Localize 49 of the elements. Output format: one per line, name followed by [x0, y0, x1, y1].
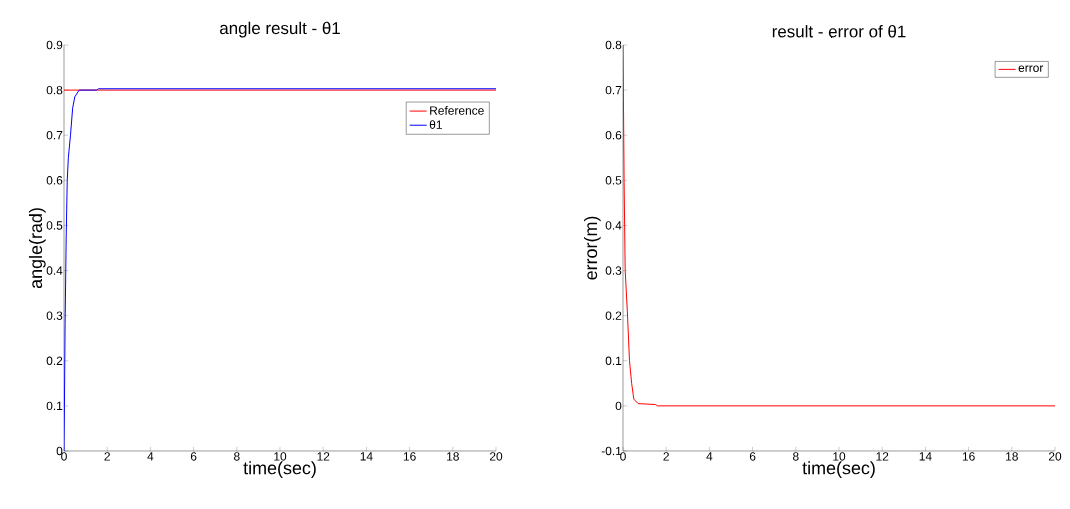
y-tick-label: 0.2 [46, 356, 63, 365]
y-tick-label: 0.1 [605, 356, 622, 365]
chart-title: result - error of θ1 [772, 25, 906, 38]
x-tick-label: 8 [234, 452, 240, 461]
y-tick-label: 0.2 [605, 311, 622, 320]
y-tick-label: 0.8 [605, 40, 622, 50]
y-axis-title: angle(rad) [28, 208, 46, 289]
y-tick-label: 0.4 [605, 221, 622, 230]
y-tick-label: 0.6 [46, 176, 63, 185]
x-tick-label: 8 [793, 452, 799, 461]
legend-label: θ1 [429, 120, 442, 129]
x-tick-label: 20 [1048, 452, 1062, 461]
y-tick-label: -0.1 [601, 446, 622, 456]
y-tick-label: 0.3 [46, 311, 63, 320]
x-tick-label: 18 [1006, 452, 1018, 461]
x-tick-label: 12 [317, 452, 330, 461]
x-tick-label: 18 [447, 452, 459, 461]
x-tick-label: 12 [876, 452, 889, 461]
x-tick-label: 10 [833, 452, 846, 461]
y-axis-title: error(m) [583, 216, 601, 280]
y-tick-label: 0.5 [605, 176, 622, 185]
x-tick-label: 2 [104, 452, 110, 461]
x-axis-title: time(sec) [802, 461, 875, 478]
x-tick-label: 14 [360, 452, 373, 461]
x-tick-label: 10 [274, 452, 287, 461]
x-tick-label: 14 [919, 452, 932, 461]
x-tick-label: 6 [749, 452, 756, 461]
y-tick-label: 0.9 [46, 40, 63, 50]
legend-label: Reference [430, 106, 484, 115]
y-tick-label: 0 [615, 401, 622, 411]
y-tick-label: 0.1 [46, 401, 63, 411]
y-tick-label: 0.4 [46, 266, 63, 275]
legend-label: error [1018, 65, 1044, 72]
chart-title: angle result - θ1 [220, 21, 340, 38]
y-tick-label: 0.5 [46, 221, 63, 230]
x-tick-label: 4 [147, 452, 154, 461]
x-axis-title: time(sec) [243, 461, 316, 478]
y-tick-label: 0.8 [46, 85, 63, 95]
x-tick-label: 6 [190, 452, 197, 461]
x-tick-label: 2 [663, 452, 669, 461]
y-tick-label: 0.7 [605, 85, 622, 95]
x-tick-label: 16 [403, 452, 416, 461]
y-tick-label: 0.7 [46, 130, 63, 140]
line-series [623, 45, 1056, 407]
y-tick-label: 0.6 [605, 130, 622, 140]
x-tick-label: 4 [706, 452, 713, 461]
x-tick-label: 16 [962, 452, 975, 461]
x-tick-label: 20 [489, 452, 503, 461]
y-tick-label: 0.3 [605, 266, 622, 275]
